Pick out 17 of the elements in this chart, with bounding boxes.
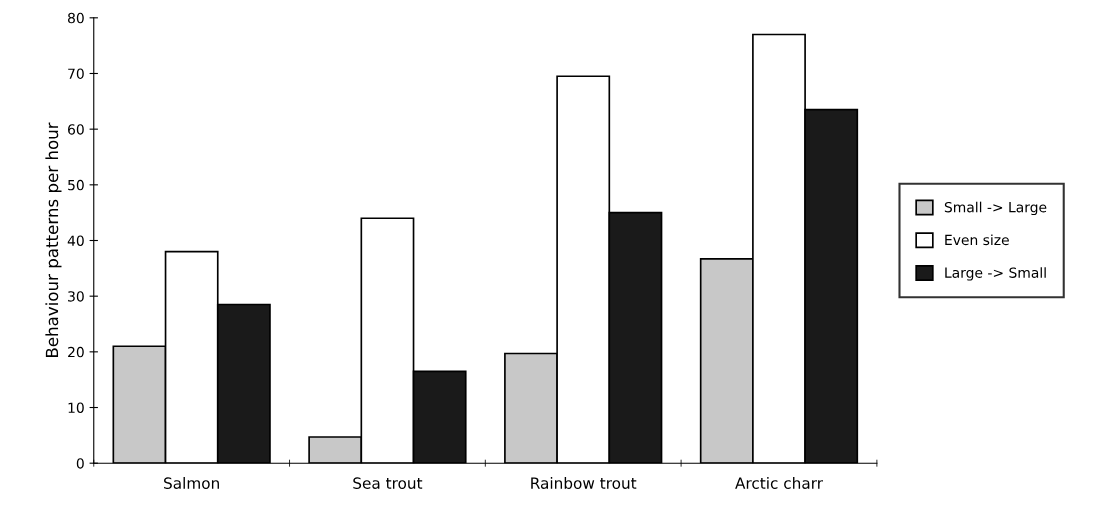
legend-label: Even size bbox=[945, 234, 1009, 246]
x-tick-label: Arctic charr bbox=[735, 477, 823, 489]
x-tick-label: Sea trout bbox=[353, 477, 423, 489]
y-tick-label: 50 bbox=[68, 179, 84, 191]
y-tick-label: 20 bbox=[68, 346, 84, 358]
y-tick-label: 10 bbox=[68, 402, 84, 413]
y-tick-label: 60 bbox=[68, 124, 84, 135]
y-tick-label: 30 bbox=[68, 291, 84, 302]
y-tick-label: 0 bbox=[76, 458, 84, 469]
x-tick-label: Rainbow trout bbox=[531, 477, 637, 489]
legend-label: Small -> Large bbox=[944, 201, 1047, 216]
y-axis-title: Behaviour patterns per hour bbox=[45, 122, 62, 357]
y-tick-label: 70 bbox=[68, 68, 84, 79]
y-tick-label: 40 bbox=[67, 235, 84, 246]
legend-label: Large -> Small bbox=[945, 267, 1046, 281]
x-tick-label: Salmon bbox=[164, 477, 219, 489]
y-tick-label: 80 bbox=[68, 12, 84, 24]
